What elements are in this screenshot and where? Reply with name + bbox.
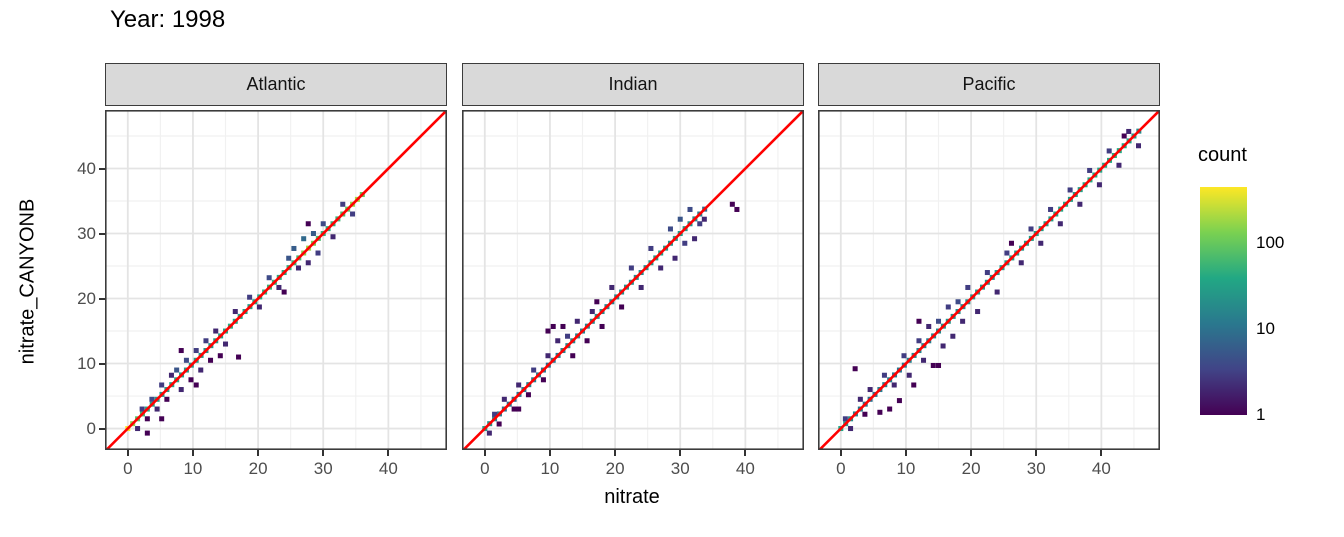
x-tick-label: 20 <box>961 459 981 478</box>
x-tick-mark <box>322 450 325 456</box>
panel-border <box>462 110 804 450</box>
x-tick-label: 20 <box>605 459 625 478</box>
legend-title: count <box>1198 144 1247 166</box>
y-tick-label: 30 <box>77 223 96 243</box>
x-tick-label: 0 <box>480 459 490 478</box>
legend-colorbar <box>1200 187 1247 415</box>
facet-strip-pacific: Pacific <box>818 63 1160 106</box>
x-tick-mark <box>679 450 682 456</box>
x-tick-label: 30 <box>1026 459 1046 478</box>
y-tick-label: 0 <box>86 418 96 438</box>
identity-line <box>818 110 1160 450</box>
x-tick-label: 10 <box>183 459 203 478</box>
x-tick-label: 10 <box>896 459 916 478</box>
x-tick-label: 30 <box>313 459 333 478</box>
panel-plot-indian <box>462 110 804 450</box>
x-tick-label: 30 <box>670 459 690 478</box>
panel-pacific <box>818 110 1160 450</box>
x-tick-label: 0 <box>836 459 846 478</box>
plot-title: Year: 1998 <box>110 6 226 33</box>
legend-tick-label: 100 <box>1256 232 1285 252</box>
panel-plot-pacific <box>818 110 1160 450</box>
y-tick-mark <box>99 167 105 170</box>
x-tick-mark <box>839 450 842 456</box>
facet-strip-label: Atlantic <box>246 74 306 94</box>
gridlines-layer <box>818 110 1160 450</box>
y-tick-label: 40 <box>77 158 96 178</box>
y-tick-mark <box>99 427 105 430</box>
facet-strip-label: Pacific <box>962 74 1016 94</box>
y-tick-label: 20 <box>77 288 96 308</box>
y-tick-mark <box>99 232 105 235</box>
x-tick-label: 10 <box>540 459 560 478</box>
panel-border <box>105 110 447 450</box>
legend-tick-label: 10 <box>1256 318 1275 338</box>
facet-strip-atlantic: Atlantic <box>105 63 447 106</box>
x-tick-mark <box>483 450 486 456</box>
x-tick-mark <box>548 450 551 456</box>
x-axis-title: nitrate <box>604 486 660 508</box>
x-tick-label: 40 <box>378 459 398 478</box>
x-tick-mark <box>1035 450 1038 456</box>
x-tick-label: 20 <box>248 459 268 478</box>
legend-tick-label: 1 <box>1256 405 1266 424</box>
x-tick-mark <box>191 450 194 456</box>
x-tick-mark <box>904 450 907 456</box>
panel-atlantic <box>105 110 447 450</box>
y-tick-mark <box>99 362 105 365</box>
facet-strip-indian: Indian <box>462 63 804 106</box>
identity-line <box>105 110 447 450</box>
y-tick-label: 10 <box>77 353 96 373</box>
x-tick-mark <box>970 450 973 456</box>
x-tick-mark <box>126 450 129 456</box>
y-axis-title: nitrate_CANYONB <box>16 198 39 365</box>
bins-layer <box>482 201 740 436</box>
x-tick-label: 40 <box>1091 459 1111 478</box>
x-tick-mark <box>1100 450 1103 456</box>
x-tick-label: 40 <box>735 459 755 478</box>
panel-plot-atlantic <box>105 110 447 450</box>
x-tick-label: 0 <box>123 459 133 478</box>
identity-line <box>462 110 804 450</box>
x-tick-mark <box>257 450 260 456</box>
panel-border <box>818 110 1160 450</box>
x-tick-mark <box>744 450 747 456</box>
x-tick-mark <box>387 450 390 456</box>
y-tick-mark <box>99 297 105 300</box>
x-tick-mark <box>614 450 617 456</box>
panel-indian <box>462 110 804 450</box>
facet-strip-label: Indian <box>608 74 658 94</box>
